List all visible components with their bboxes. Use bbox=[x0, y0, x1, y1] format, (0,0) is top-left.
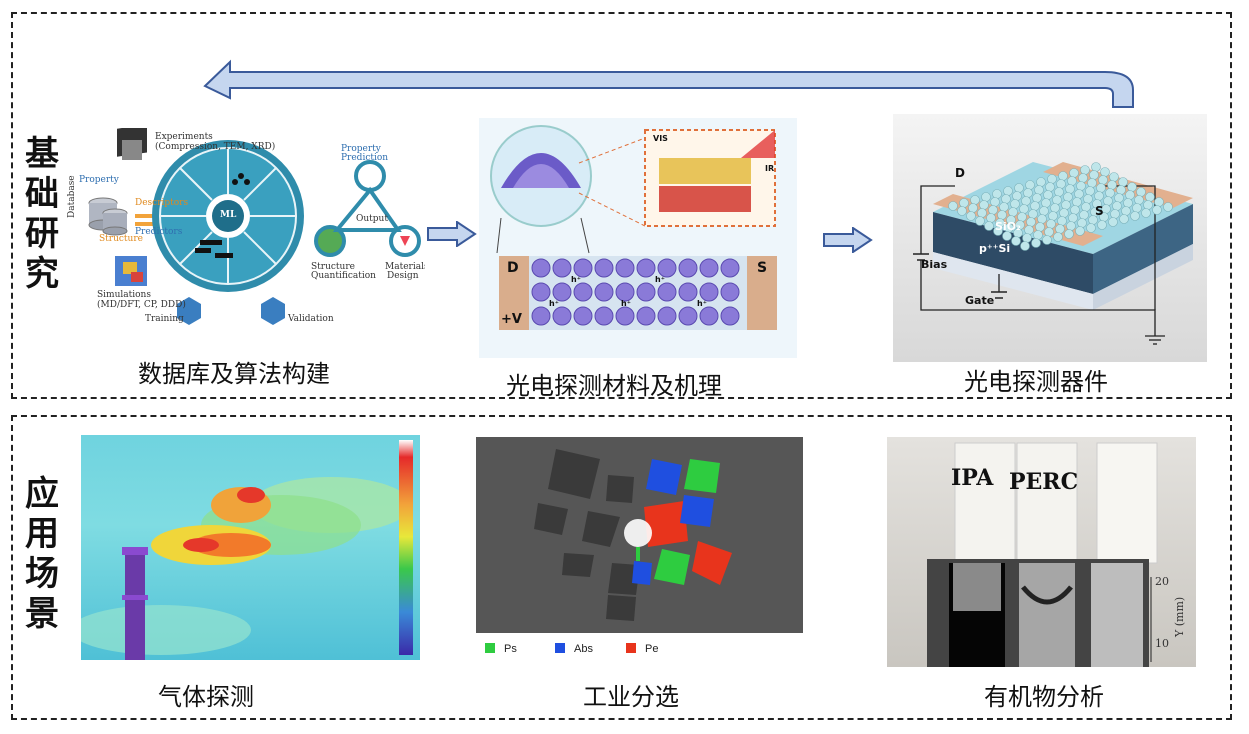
predictors-label: Predictors bbox=[135, 227, 183, 237]
flow-arrow-2 bbox=[823, 227, 873, 253]
ml-label: ML bbox=[220, 210, 237, 220]
y-axis-label: Y (mm) bbox=[1173, 596, 1186, 637]
hole-label-1: h⁺ bbox=[571, 275, 581, 284]
materials-design-label-2: Design bbox=[387, 271, 419, 281]
structure-label: Structure bbox=[99, 234, 143, 244]
basic-research-section bbox=[11, 12, 1232, 399]
hole-label-2: h⁺ bbox=[655, 275, 665, 284]
validation-label: Validation bbox=[288, 314, 334, 324]
training-label: Training bbox=[145, 314, 184, 324]
property-prediction-label-2: Prediction bbox=[341, 153, 389, 163]
simulations-sub-label: (MD/DFT, CP, DDD) bbox=[97, 300, 186, 310]
caption-gas: 气体探测 bbox=[158, 683, 254, 711]
structure-quantification-label-1: Structure bbox=[311, 262, 355, 272]
tick-10-label: 10 bbox=[1155, 637, 1169, 650]
legend-abs: Abs bbox=[555, 643, 593, 655]
hole-label-4: h⁺ bbox=[621, 299, 631, 308]
legend-pe-swatch bbox=[626, 643, 636, 653]
hole-label-5: h⁺ bbox=[697, 299, 707, 308]
tick-20-label: 20 bbox=[1155, 575, 1169, 588]
voltage-label: +V bbox=[501, 312, 522, 327]
sorting-image bbox=[476, 437, 803, 633]
device-diagram bbox=[913, 162, 1193, 345]
nanocrystal-array bbox=[531, 258, 740, 326]
simulations-label: Simulations bbox=[97, 290, 151, 300]
feedback-arrow bbox=[203, 59, 1134, 108]
caption-sorting: 工业分选 bbox=[583, 683, 679, 711]
basic-research-title: 基础研究 bbox=[25, 134, 59, 294]
bias-label: Bias bbox=[921, 258, 948, 271]
legend-abs-swatch bbox=[555, 643, 565, 653]
legend-ps: Ps bbox=[485, 643, 517, 655]
caption-database: 数据库及算法构建 bbox=[138, 360, 330, 388]
experiments-label: Experiments bbox=[155, 132, 213, 142]
psi-label: p⁺⁺Si bbox=[979, 242, 1011, 255]
property-prediction-label-1: Property bbox=[341, 144, 381, 154]
legend-ps-swatch bbox=[485, 643, 495, 653]
application-title: 应用场景 bbox=[25, 474, 59, 634]
ml-diagram bbox=[88, 128, 421, 325]
output-label: Output bbox=[356, 214, 388, 224]
flow-arrow-1 bbox=[427, 221, 477, 247]
caption-organic: 有机物分析 bbox=[984, 683, 1104, 711]
materials-design-label-1: Materials bbox=[385, 262, 425, 272]
property-label: Property bbox=[79, 175, 119, 185]
device-drain-label: D bbox=[955, 166, 965, 180]
caption-device: 光电探测器件 bbox=[964, 368, 1108, 396]
ipa-label: IPA bbox=[951, 465, 994, 491]
cuvettes bbox=[927, 442, 1158, 667]
perc-label: PERC bbox=[1009, 469, 1079, 495]
experiments-sub-label: (Compression, TEM, XRD) bbox=[155, 142, 276, 152]
application-section bbox=[11, 415, 1232, 720]
structure-quantification-label-2: Quantification bbox=[311, 271, 376, 281]
hole-label-3: h⁺ bbox=[549, 299, 559, 308]
gas-detection-image bbox=[81, 435, 420, 660]
database-label: Database bbox=[67, 175, 77, 218]
descriptors-label: Descriptors bbox=[135, 198, 189, 208]
organic-analysis-image: IPA PERC 20 10 Y (mm) bbox=[887, 437, 1196, 667]
drain-label: D bbox=[507, 260, 519, 276]
nanocrystal-film bbox=[948, 162, 1173, 251]
source-label: S bbox=[757, 260, 768, 276]
caption-materials: 光电探测材料及机理 bbox=[506, 372, 722, 400]
sio2-label: SiO₂ bbox=[995, 220, 1021, 233]
vis-label: VIS bbox=[653, 134, 668, 143]
plastic-flakes bbox=[534, 449, 732, 621]
thermal-plume bbox=[81, 440, 413, 660]
gate-label: Gate bbox=[965, 294, 995, 307]
device-source-label: S bbox=[1095, 204, 1104, 218]
legend-pe: Pe bbox=[626, 643, 658, 655]
materials-diagram bbox=[490, 125, 777, 330]
ir-label: IR bbox=[765, 164, 775, 173]
materials-panel: VIS IR D S +V h⁺ h⁺ h⁺ h⁺ h⁺ bbox=[479, 118, 797, 358]
ml-database-panel: Experiments (Compression, TEM, XRD) Prop… bbox=[65, 128, 425, 338]
device-panel: D S SiO₂ p⁺⁺Si Bias Gate bbox=[893, 114, 1207, 362]
